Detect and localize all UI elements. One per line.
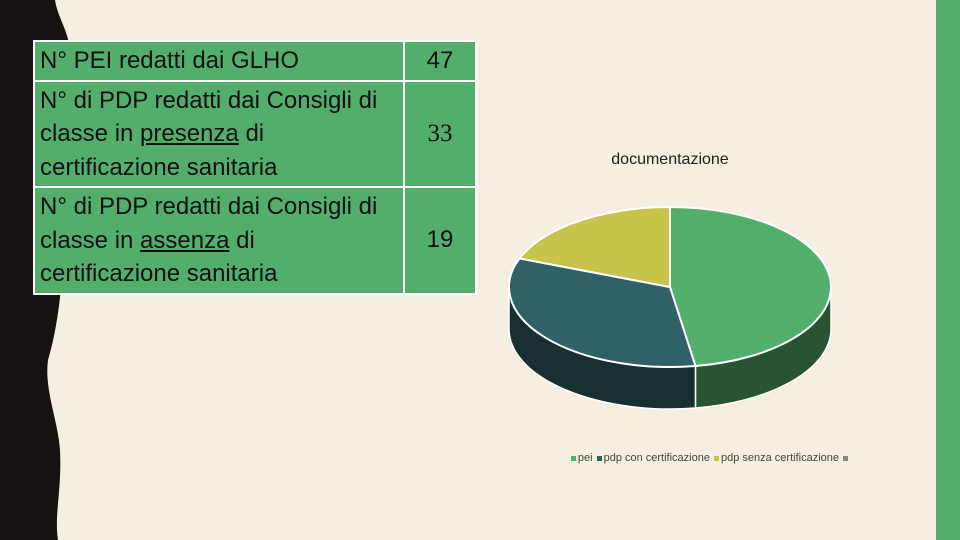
table-row: N° di PDP redatti dai Consigli di classe…	[33, 186, 477, 295]
legend-swatch	[596, 455, 602, 461]
chart-legend: pei pdp con certificazione pdp senza certi…	[490, 452, 850, 464]
legend-label: pdp senza certificazione	[720, 452, 839, 464]
legend-item: pdp con certificazione	[596, 452, 710, 464]
table-row: N° PEI redatti dai GLHO 47	[33, 40, 477, 82]
legend-item: pei	[570, 452, 593, 464]
row-value: 33	[403, 79, 477, 188]
pie-slice	[517, 205, 671, 289]
pie-slice	[508, 257, 697, 368]
legend-swatch	[713, 455, 719, 461]
row-label: N° di PDP redatti dai Consigli di classe…	[33, 186, 405, 295]
pie-slice	[669, 205, 832, 368]
chart-title: documentazione	[611, 151, 729, 168]
legend-item: pdp senza certificazione	[713, 452, 839, 464]
row-label: N° di PDP redatti dai Consigli di classe…	[33, 79, 405, 188]
summary-table: N° PEI redatti dai GLHO 47 N° di PDP red…	[33, 40, 477, 295]
legend-label: pei	[577, 452, 593, 464]
row-value: 19	[403, 186, 477, 295]
table-row: N° di PDP redatti dai Consigli di classe…	[33, 79, 477, 188]
legend-label: pdp con certificazione	[603, 452, 710, 464]
decorative-right-bar	[936, 0, 960, 540]
pie-svg	[508, 205, 832, 410]
legend-swatch	[570, 455, 576, 461]
row-label: N° PEI redatti dai GLHO	[33, 40, 405, 82]
legend-item	[843, 452, 850, 464]
legend-swatch	[843, 455, 848, 461]
pie-chart: documentazione pei pdp con certificazione…	[490, 130, 850, 480]
row-value: 47	[403, 40, 477, 82]
